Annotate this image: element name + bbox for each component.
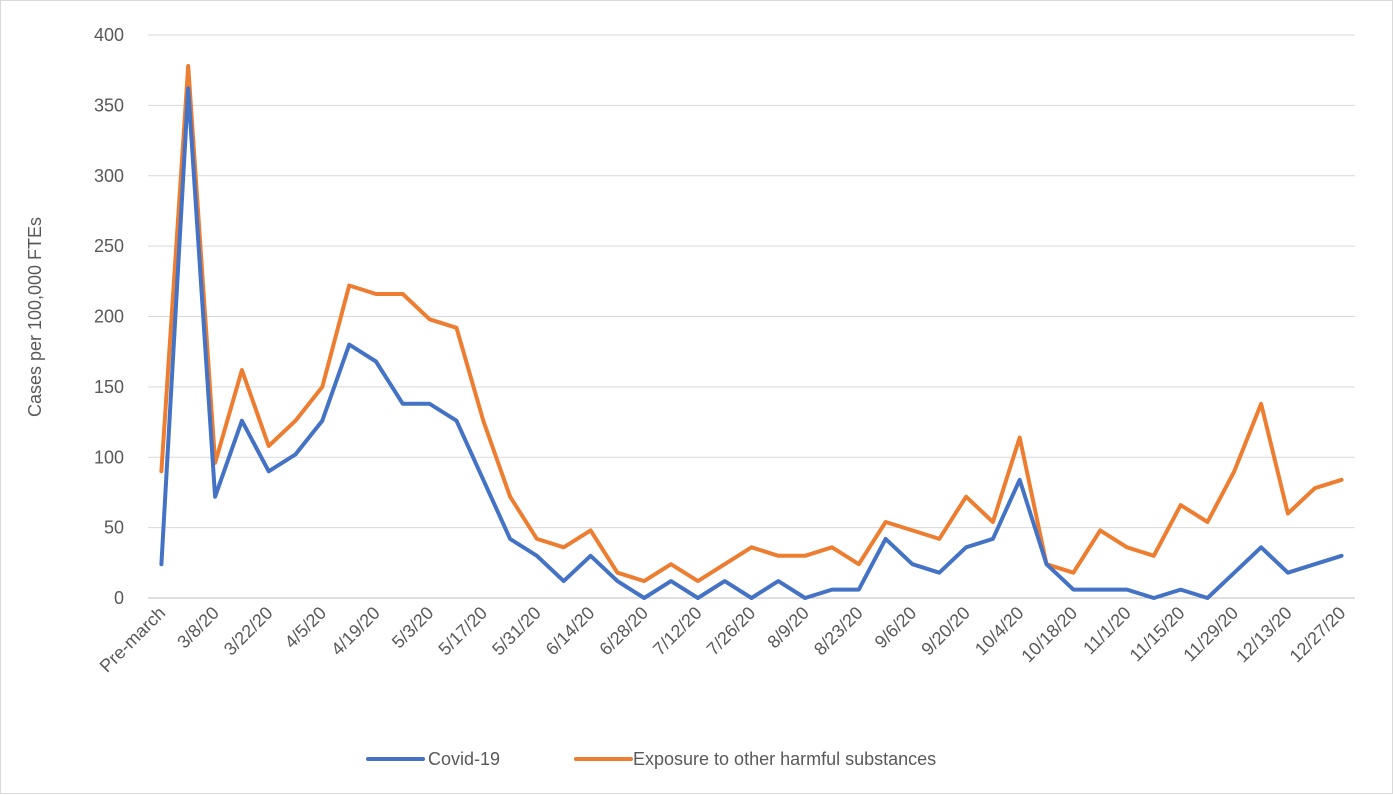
x-tick-label: 12/27/20 bbox=[1286, 603, 1350, 667]
y-tick-label: 100 bbox=[94, 447, 124, 467]
x-tick-label: 6/14/20 bbox=[542, 603, 599, 660]
x-axis-ticks: Pre-march 3/8/203/22/20 4/5/204/19/20 5/3/2… bbox=[96, 603, 1350, 677]
y-tick-label: 150 bbox=[94, 377, 124, 397]
x-tick-label: Pre-march bbox=[96, 603, 170, 677]
x-tick-label: 7/26/20 bbox=[703, 603, 760, 660]
x-tick-label: 10/18/20 bbox=[1018, 603, 1082, 667]
x-tick-label: 4/19/20 bbox=[327, 603, 384, 660]
y-tick-label: 400 bbox=[94, 25, 124, 45]
y-axis-title: Cases per 100,000 FTEs bbox=[25, 217, 45, 417]
y-tick-label: 200 bbox=[94, 307, 124, 327]
legend-label-exposure: Exposure to other harmful substances bbox=[633, 749, 936, 769]
x-tick-label: 7/12/20 bbox=[649, 603, 706, 660]
x-tick-label: 3/8/20 bbox=[173, 603, 223, 653]
series-line-exposure-to-other-harmful-substances bbox=[159, 64, 1344, 584]
x-tick-label: 6/28/20 bbox=[595, 603, 652, 660]
y-tick-label: 0 bbox=[114, 588, 124, 608]
x-tick-label: 12/13/20 bbox=[1232, 603, 1296, 667]
series-line-covid-19 bbox=[159, 86, 1344, 600]
gridlines bbox=[148, 34, 1355, 599]
legend: Covid-19 Exposure to other harmful subst… bbox=[366, 749, 936, 769]
x-tick-label: 3/22/20 bbox=[220, 603, 277, 660]
x-tick-label: 5/17/20 bbox=[434, 603, 491, 660]
y-axis-ticks: 0 50 100 150 200 250 300 350 400 bbox=[94, 25, 124, 608]
x-tick-label: 11/29/20 bbox=[1179, 603, 1242, 666]
y-tick-label: 300 bbox=[94, 166, 124, 186]
legend-label-covid-19: Covid-19 bbox=[428, 749, 500, 769]
x-tick-label: 4/5/20 bbox=[281, 603, 331, 653]
x-tick-label: 8/23/20 bbox=[810, 603, 867, 660]
x-tick-label: 8/9/20 bbox=[763, 603, 813, 653]
y-tick-label: 350 bbox=[94, 95, 124, 115]
y-tick-label: 50 bbox=[104, 518, 124, 538]
x-tick-label: 5/3/20 bbox=[388, 603, 438, 653]
y-tick-label: 250 bbox=[94, 236, 124, 256]
x-tick-label: 11/15/20 bbox=[1126, 603, 1189, 666]
series-lines bbox=[159, 64, 1344, 600]
x-tick-label: 9/6/20 bbox=[871, 603, 921, 653]
x-tick-label: 9/20/20 bbox=[917, 603, 974, 660]
x-tick-label: 5/31/20 bbox=[488, 603, 545, 660]
